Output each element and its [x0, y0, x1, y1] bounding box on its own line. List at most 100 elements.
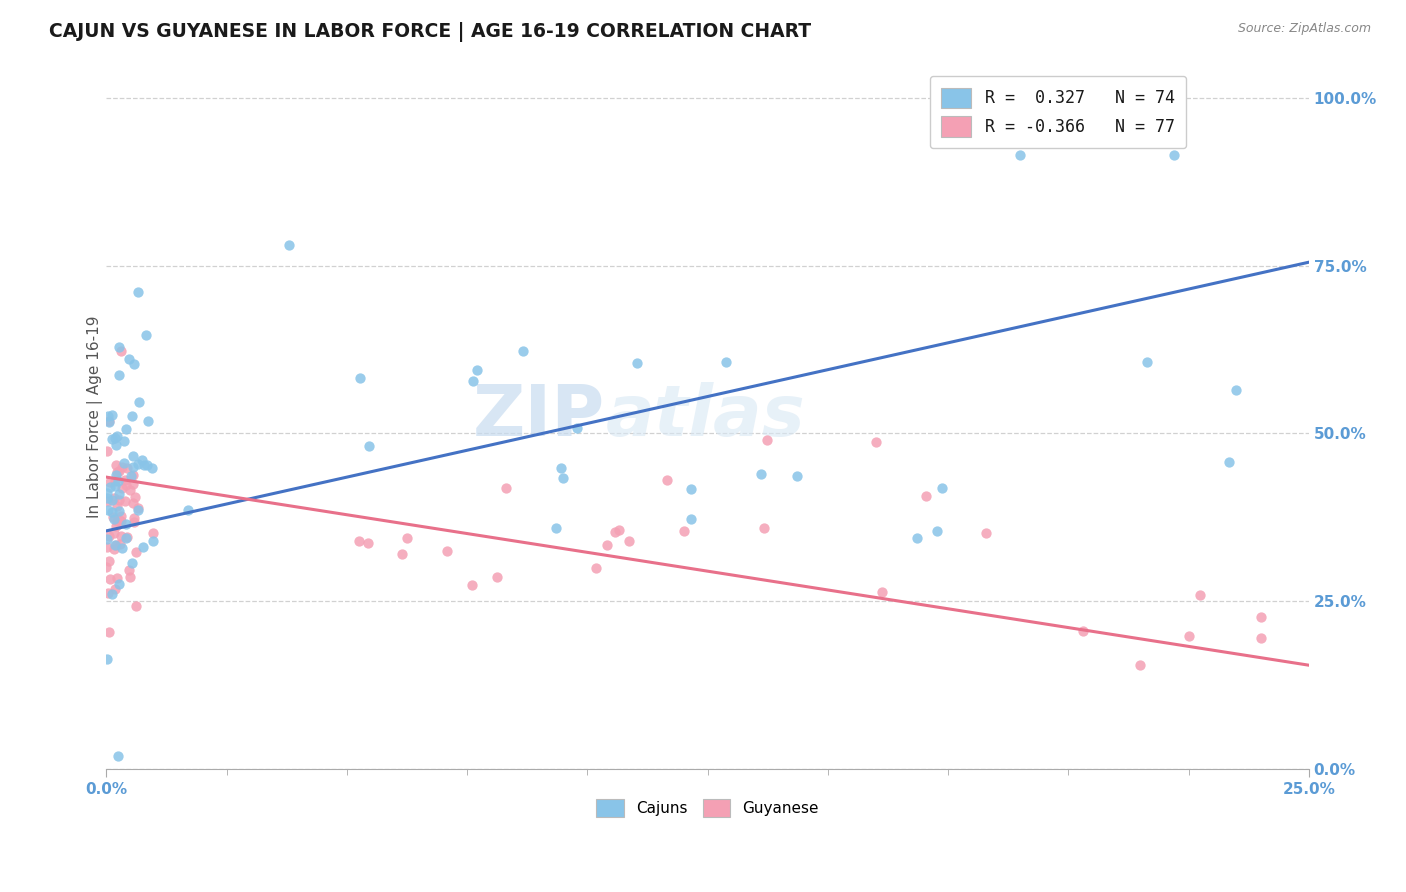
Point: [108, 576, 131, 591]
Point: [98, 480, 121, 494]
Point: [495, 481, 517, 495]
Point: [118, 352, 141, 367]
Point: [512, 344, 534, 359]
Point: [1250, 632, 1272, 646]
Point: [110, 509, 132, 524]
Point: [681, 482, 703, 496]
Point: [626, 356, 648, 370]
Point: [1250, 610, 1272, 624]
Point: [108, 368, 131, 382]
Point: [107, 513, 129, 527]
Point: [124, 515, 146, 529]
Point: [679, 512, 702, 526]
Point: [112, 434, 135, 448]
Point: [551, 470, 574, 484]
Point: [395, 531, 418, 545]
Point: [105, 571, 128, 585]
Point: [118, 570, 141, 584]
Point: [104, 438, 127, 452]
Point: [107, 475, 129, 489]
Point: [1010, 147, 1032, 161]
Point: [107, 748, 129, 763]
Point: [596, 538, 619, 552]
Point: [111, 460, 134, 475]
Point: [104, 538, 127, 552]
Point: [97, 503, 120, 517]
Point: [105, 468, 128, 483]
Point: [585, 561, 607, 575]
Point: [115, 530, 138, 544]
Point: [112, 456, 135, 470]
Point: [125, 544, 148, 558]
Point: [104, 479, 127, 493]
Point: [97, 414, 120, 428]
Point: [105, 429, 128, 443]
Point: [107, 464, 129, 478]
Point: [672, 524, 695, 538]
Point: [1225, 383, 1247, 397]
Point: [121, 409, 143, 424]
Point: [122, 496, 145, 510]
Point: [461, 375, 484, 389]
Point: [97, 585, 120, 599]
Point: [97, 409, 120, 424]
Point: [111, 481, 134, 495]
Point: [118, 483, 141, 498]
Point: [107, 504, 129, 518]
Point: [96, 540, 118, 554]
Point: [142, 534, 165, 549]
Point: [104, 518, 127, 533]
Point: [1189, 588, 1212, 602]
Point: [108, 537, 131, 551]
Point: [357, 439, 380, 453]
Point: [111, 541, 134, 555]
Point: [131, 453, 153, 467]
Point: [104, 474, 127, 488]
Text: Source: ZipAtlas.com: Source: ZipAtlas.com: [1237, 22, 1371, 36]
Point: [655, 474, 678, 488]
Point: [121, 556, 143, 570]
Point: [141, 461, 163, 475]
Point: [120, 469, 142, 483]
Point: [121, 449, 143, 463]
Point: [114, 473, 136, 487]
Point: [349, 371, 371, 385]
Point: [104, 432, 127, 446]
Point: [754, 521, 776, 535]
Point: [544, 520, 567, 534]
Point: [925, 524, 948, 539]
Point: [127, 457, 149, 471]
Legend: Cajuns, Guyanese: Cajuns, Guyanese: [589, 791, 827, 825]
Point: [103, 582, 125, 597]
Text: CAJUN VS GUYANESE IN LABOR FORCE | AGE 16-19 CORRELATION CHART: CAJUN VS GUYANESE IN LABOR FORCE | AGE 1…: [49, 22, 811, 42]
Point: [101, 505, 124, 519]
Point: [101, 408, 124, 422]
Point: [108, 492, 131, 507]
Point: [96, 444, 118, 458]
Point: [115, 460, 138, 475]
Y-axis label: In Labor Force | Age 16-19: In Labor Force | Age 16-19: [87, 316, 103, 518]
Point: [127, 501, 149, 516]
Point: [142, 526, 165, 541]
Point: [115, 477, 138, 491]
Point: [931, 482, 953, 496]
Point: [127, 503, 149, 517]
Point: [714, 355, 737, 369]
Point: [118, 563, 141, 577]
Point: [132, 458, 155, 472]
Point: [98, 554, 121, 568]
Point: [550, 461, 572, 475]
Point: [1178, 629, 1201, 643]
Point: [870, 585, 893, 599]
Point: [619, 533, 641, 548]
Point: [98, 528, 121, 542]
Point: [98, 572, 121, 586]
Point: [278, 238, 301, 252]
Point: [1071, 624, 1094, 639]
Point: [1136, 355, 1159, 369]
Point: [124, 511, 146, 525]
Point: [108, 340, 131, 354]
Point: [565, 421, 588, 435]
Point: [103, 541, 125, 556]
Point: [98, 624, 121, 639]
